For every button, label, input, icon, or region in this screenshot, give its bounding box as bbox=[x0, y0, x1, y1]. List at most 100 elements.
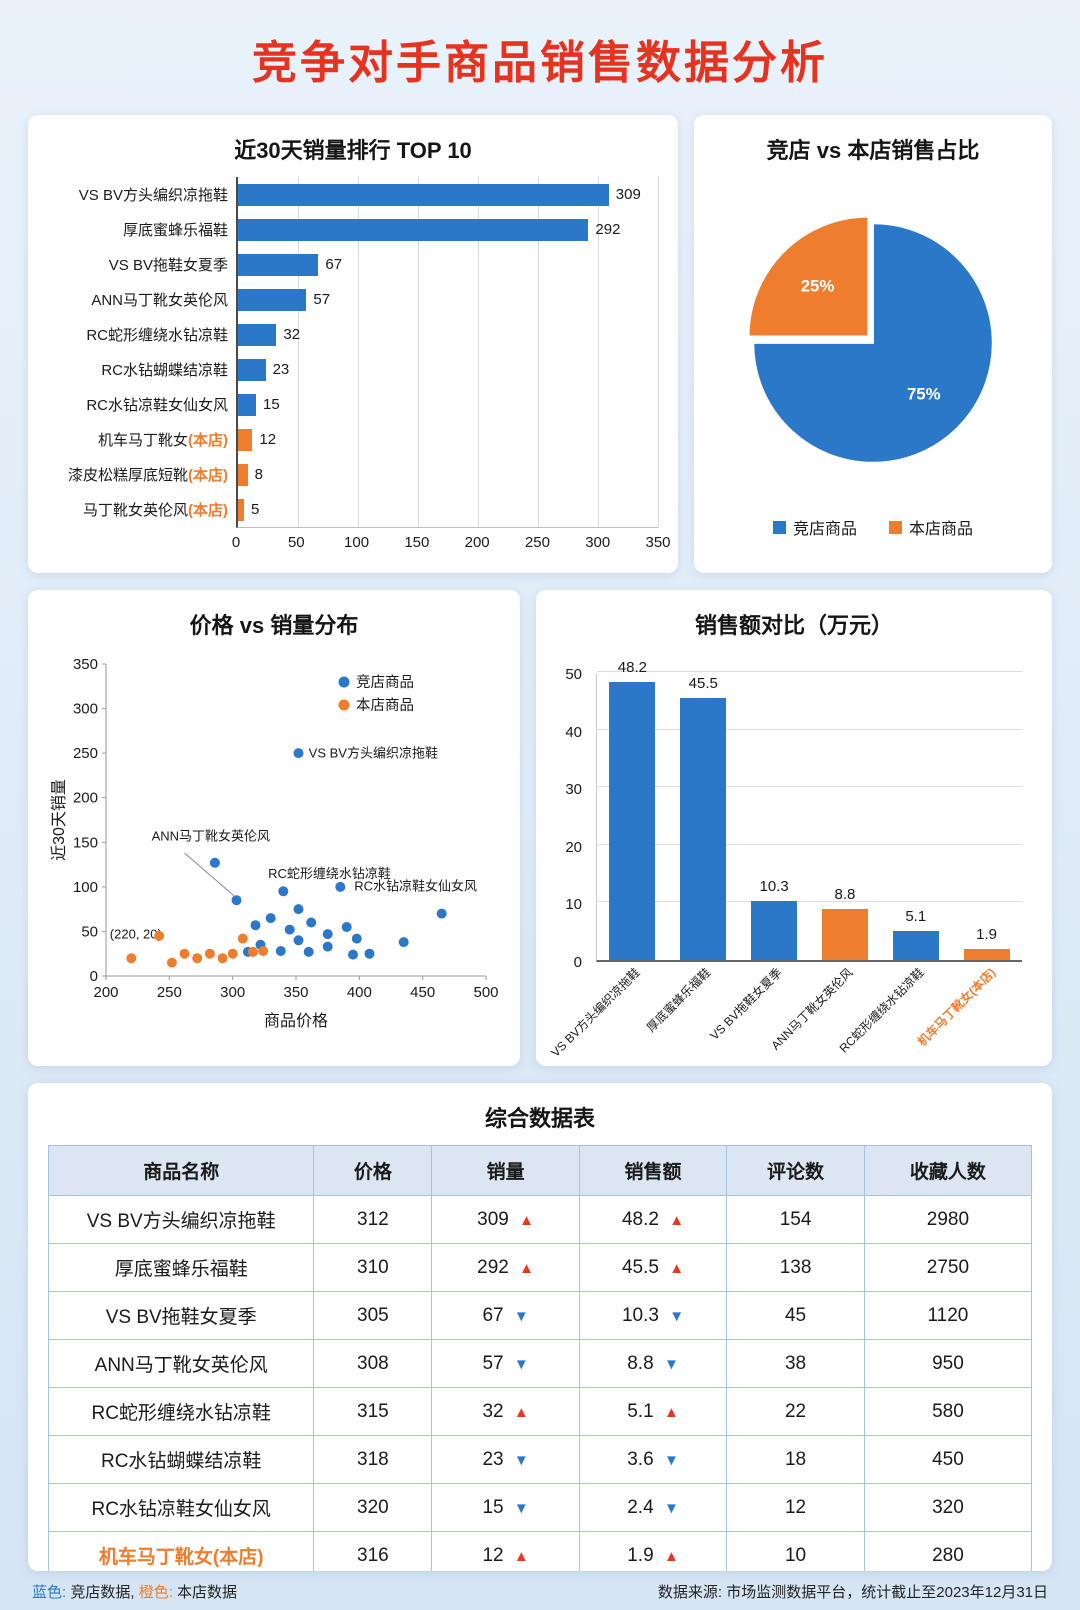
scatter-point bbox=[209, 857, 220, 868]
trend-down-icon: ▼ bbox=[663, 1355, 679, 1373]
scatter-point bbox=[351, 933, 362, 944]
revenue-value-label: 1.9 bbox=[976, 926, 998, 944]
scatter-point bbox=[258, 946, 269, 956]
top10-bar bbox=[238, 253, 319, 276]
pie-legend-label: 本店商品 bbox=[909, 521, 974, 538]
trend-down-icon: ▼ bbox=[669, 1307, 685, 1325]
top10-value-label: 12 bbox=[259, 431, 277, 448]
trend-up-icon: ▲ bbox=[663, 1403, 679, 1421]
middle-row: 价格 vs 销量分布 0 50 100 150 200 250 300 350 200 250 30… bbox=[28, 590, 1052, 1066]
trend-down-icon: ▼ bbox=[663, 1499, 679, 1517]
revenue-y-tick-label: 10 bbox=[565, 896, 582, 914]
cell-revenue: 8.8 ▼ bbox=[578, 1339, 728, 1388]
trend-up-icon: ▲ bbox=[669, 1211, 685, 1229]
panel-sales-share: 竞店 vs 本店销售占比 75% 25% 竞店商品 本店商品 bbox=[694, 115, 1052, 573]
top10-bar bbox=[238, 323, 277, 346]
revenue-category-label: VS BV拖鞋女夏季 bbox=[707, 965, 785, 1043]
cell-price: 308 bbox=[313, 1339, 433, 1388]
legend-swatch bbox=[889, 520, 902, 534]
scatter-point bbox=[247, 946, 258, 957]
cell-comments: 45 bbox=[726, 1291, 865, 1340]
scatter-y-tick-label: 300 bbox=[73, 701, 98, 718]
cell-product-name: RC蛇形缠绕水钻凉鞋 bbox=[47, 1387, 315, 1436]
top10-bar bbox=[238, 463, 248, 486]
revenue-bar bbox=[821, 909, 868, 960]
legend-orange-text: 本店数据 bbox=[172, 1584, 238, 1601]
cell-revenue: 48.2 ▲ bbox=[578, 1195, 728, 1244]
revenue-y-tick-label: 30 bbox=[565, 781, 582, 799]
legend-swatch bbox=[772, 520, 786, 534]
price-sales-scatter-chart: 0 50 100 150 200 250 300 350 200 250 300 350 400 450 5… bbox=[48, 652, 500, 1039]
cell-price: 320 bbox=[313, 1483, 433, 1532]
trend-up-icon: ▲ bbox=[513, 1403, 529, 1421]
top10-plot: VS BV方头编织凉拖鞋 厚底蜜蜂乐福鞋 VS BV拖鞋女夏季 ANN马丁靴女英伦风 R… bbox=[48, 177, 659, 528]
top10-value-label: 309 bbox=[615, 186, 641, 203]
top10-bar-row: 5 bbox=[238, 492, 658, 527]
top10-value-label: 5 bbox=[251, 501, 260, 518]
top10-gridline bbox=[598, 177, 599, 527]
top10-bar-row: 67 bbox=[238, 247, 658, 282]
scatter-x-tick-label: 350 bbox=[283, 984, 308, 1001]
revenue-plot: 0 10 20 30 40 50 48.2 45.5 10.3 8.8 5.1 1.9 bbox=[556, 652, 1032, 971]
top10-bar-row: 57 bbox=[238, 282, 658, 317]
cell-comments: 38 bbox=[726, 1339, 865, 1388]
own-store-suffix: (本店) bbox=[188, 502, 228, 519]
pie-legend-item: 本店商品 bbox=[889, 515, 973, 539]
top10-category-label: VS BV拖鞋女夏季 bbox=[108, 257, 228, 274]
footer: 蓝色: 竞店数据, 橙色: 本店数据 数据来源: 市场监测数据平台，统计截止至2… bbox=[28, 1581, 1052, 1602]
cell-favorites: 2980 bbox=[863, 1195, 1033, 1244]
cell-price: 315 bbox=[313, 1387, 433, 1436]
cell-product-name: RC水钻凉鞋女仙女风 bbox=[47, 1483, 315, 1532]
cell-price: 312 bbox=[313, 1195, 433, 1244]
scatter-point bbox=[227, 948, 238, 959]
scatter-y-tick-label: 250 bbox=[73, 745, 98, 762]
cell-sales: 32 ▲ bbox=[431, 1387, 580, 1436]
scatter-point bbox=[237, 933, 248, 944]
scatter-legend-label: 本店商品 bbox=[356, 697, 414, 714]
top10-bar bbox=[238, 393, 256, 416]
pie-slice bbox=[752, 222, 994, 464]
cell-revenue: 2.4 ▼ bbox=[578, 1483, 728, 1532]
revenue-y-tick-label: 50 bbox=[565, 666, 582, 683]
cell-favorites: 1120 bbox=[863, 1291, 1033, 1340]
top10-gridline bbox=[538, 177, 539, 527]
table-row: 厚底蜜蜂乐福鞋 310 292 ▲ 45.5 ▲ 138 2750 bbox=[47, 1243, 1033, 1292]
cell-sales: 67 ▼ bbox=[431, 1291, 580, 1340]
cell-comments: 10 bbox=[726, 1531, 865, 1571]
revenue-gridline bbox=[597, 843, 1022, 845]
scatter-legend-marker bbox=[338, 676, 350, 688]
table-header-cell: 商品名称 bbox=[47, 1145, 315, 1196]
scatter-x-tick-label: 200 bbox=[93, 984, 118, 1001]
cell-price: 318 bbox=[313, 1435, 433, 1484]
cell-comments: 22 bbox=[726, 1387, 865, 1436]
top10-x-tick-label: 300 bbox=[585, 534, 611, 551]
top10-bar bbox=[238, 288, 307, 311]
top10-category-label: 漆皮松糕厚底短靴 (本店) bbox=[48, 457, 236, 492]
scatter-point bbox=[322, 941, 333, 952]
top10-chart-title: 近30天销量排行 TOP 10 bbox=[234, 138, 472, 163]
scatter-point bbox=[284, 924, 295, 935]
cell-favorites: 280 bbox=[863, 1531, 1033, 1571]
top10-category-label: ANN马丁靴女英伦风 bbox=[91, 292, 228, 309]
revenue-gridline bbox=[597, 728, 1022, 730]
panel-price-sales-scatter: 价格 vs 销量分布 0 50 100 150 200 250 300 350 200 250 30… bbox=[28, 590, 520, 1066]
scatter-point bbox=[436, 908, 447, 919]
scatter-point bbox=[217, 953, 228, 964]
top10-gridline bbox=[358, 177, 359, 527]
cell-favorites: 950 bbox=[863, 1339, 1033, 1388]
trend-up-icon: ▲ bbox=[513, 1547, 529, 1565]
legend-blue-label: 蓝色: bbox=[32, 1584, 67, 1601]
cell-sales: 12 ▲ bbox=[431, 1531, 580, 1571]
scatter-point bbox=[275, 946, 286, 956]
cell-comments: 138 bbox=[726, 1243, 865, 1292]
table-row: VS BV拖鞋女夏季 305 67 ▼ 10.3 ▼ 45 1120 bbox=[47, 1291, 1033, 1340]
revenue-chart-title: 销售额对比（万元） bbox=[694, 613, 893, 638]
top10-bar-row: 15 bbox=[238, 387, 658, 422]
top-row: 近30天销量排行 TOP 10 VS BV方头编织凉拖鞋 厚底蜜蜂乐福鞋 VS BV… bbox=[28, 115, 1052, 573]
scatter-y-tick-label: 150 bbox=[73, 834, 98, 851]
table-row: 机车马丁靴女(本店) 316 12 ▲ 1.9 ▲ 10 280 bbox=[47, 1531, 1033, 1571]
revenue-x-axis-labels: VS BV方头编织凉拖鞋 厚底蜜蜂乐福鞋 VS BV拖鞋女夏季 ANN马丁靴女英伦风 R… bbox=[549, 962, 1022, 1059]
scatter-x-tick-label: 450 bbox=[410, 984, 435, 1001]
cell-product-name: VS BV方头编织凉拖鞋 bbox=[47, 1195, 315, 1244]
scatter-y-tick-label: 0 bbox=[90, 968, 98, 985]
